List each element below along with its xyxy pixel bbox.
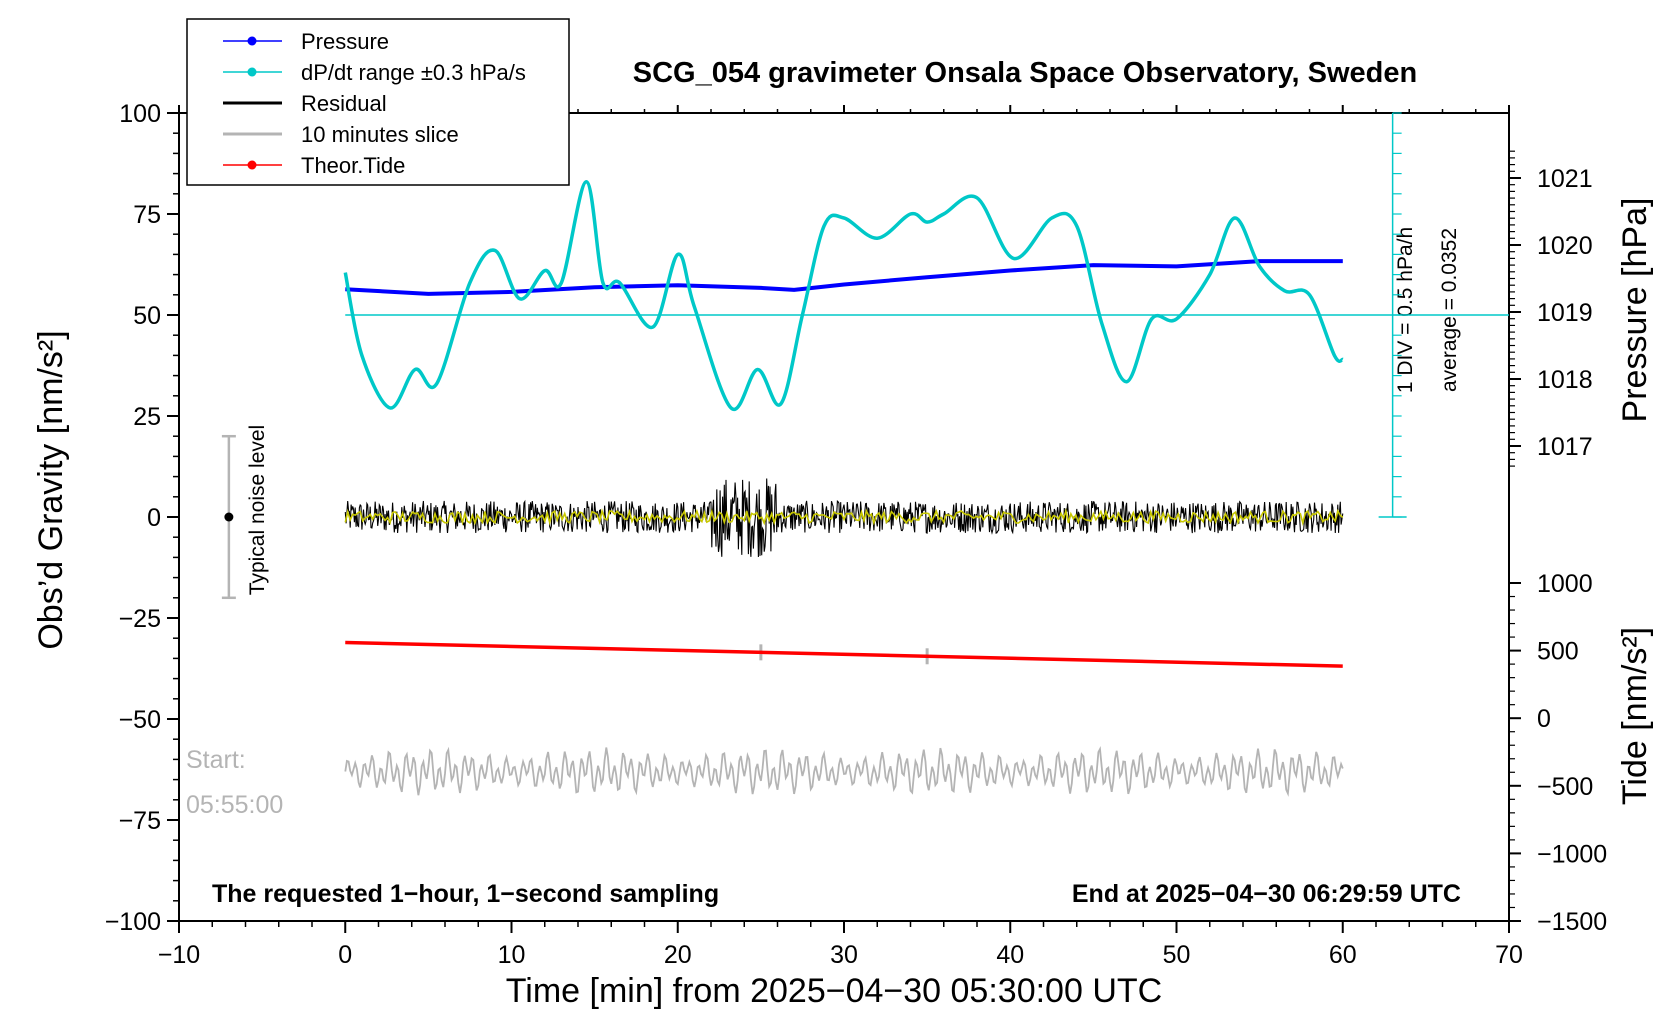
pressure-series-line	[345, 259, 1343, 296]
y-axis-label-gravity: Obs’d Gravity [nm/s²]	[32, 330, 70, 649]
dpdt-average-annotation: average = 0.0352	[1438, 228, 1461, 392]
slice-start-time: 05:55:00	[186, 791, 283, 819]
footer-sampling-note: The requested 1−hour, 1−second sampling	[212, 880, 719, 908]
slice-start-label: Start:	[186, 746, 246, 774]
y-tick-label-left: 0	[147, 504, 161, 532]
y-tick-label-left: −75	[119, 807, 161, 835]
legend-label: Pressure	[301, 29, 389, 54]
y-axis-label-tide: Tide [nm/s²]	[1616, 627, 1654, 805]
x-tick-label: 30	[830, 941, 858, 969]
pressure-tick-label: 1020	[1537, 232, 1593, 260]
footer-end-time: End at 2025−04−30 06:29:59 UTC	[1072, 880, 1461, 908]
y-tick-label-left: 100	[119, 100, 161, 128]
y-tick-label-left: −50	[119, 706, 161, 734]
legend-marker	[247, 36, 257, 46]
x-tick-label: 10	[498, 941, 526, 969]
pressure-tick-label: 1018	[1537, 366, 1593, 394]
noise-level-label: Typical noise level	[246, 425, 269, 595]
y-tick-label-left: 50	[133, 302, 161, 330]
x-tick-label: 50	[1163, 941, 1191, 969]
y-tick-label-left: 75	[133, 201, 161, 229]
dpdt-series-line	[343, 179, 1344, 412]
y-tick-label-left: −100	[105, 908, 161, 936]
tide-series-line	[345, 640, 1343, 668]
slice-series-line	[344, 746, 1344, 797]
y-tick-label-left: 25	[133, 403, 161, 431]
pressure-tick-label: 1021	[1537, 165, 1593, 193]
y-tick-label-left: −25	[119, 605, 161, 633]
pressure-tick-label: 1019	[1537, 299, 1593, 327]
legend-label: dP/dt range ±0.3 hPa/s	[301, 60, 526, 85]
legend-marker	[247, 67, 257, 77]
x-tick-label: 20	[664, 941, 692, 969]
legend-label: 10 minutes slice	[301, 122, 459, 147]
legend-marker	[247, 160, 257, 170]
pressure-tick-label: 1017	[1537, 433, 1593, 461]
tide-tick-label: 0	[1537, 705, 1551, 733]
chart-title: SCG_054 gravimeter Onsala Space Observat…	[633, 57, 1417, 89]
x-tick-label: 70	[1495, 941, 1523, 969]
legend: Pressure dP/dt range ±0.3 hPa/s Residual 10…	[186, 18, 570, 186]
x-tick-label: 0	[338, 941, 352, 969]
x-tick-label: 40	[996, 941, 1024, 969]
x-tick-label: 60	[1329, 941, 1357, 969]
tide-tick-label: 1000	[1537, 570, 1593, 598]
dpdt-div-annotation: 1 DIV = 0.5 hPa/h	[1394, 227, 1417, 393]
tide-tick-label: −1000	[1537, 840, 1607, 868]
noise-bar-center	[224, 512, 234, 522]
x-tick-label: −10	[158, 941, 200, 969]
tide-tick-label: −500	[1537, 773, 1593, 801]
residual-series-line	[344, 478, 1344, 558]
tide-tick-label: −1500	[1537, 908, 1607, 936]
legend-label: Residual	[301, 91, 387, 116]
tide-tick-label: 500	[1537, 638, 1579, 666]
legend-label: Theor.Tide	[301, 153, 405, 178]
residual-smoothed-line	[344, 508, 1344, 527]
y-axis-label-pressure: Pressure [hPa]	[1616, 198, 1654, 423]
x-axis-label: Time [min] from 2025−04−30 05:30:00 UTC	[506, 972, 1162, 1010]
